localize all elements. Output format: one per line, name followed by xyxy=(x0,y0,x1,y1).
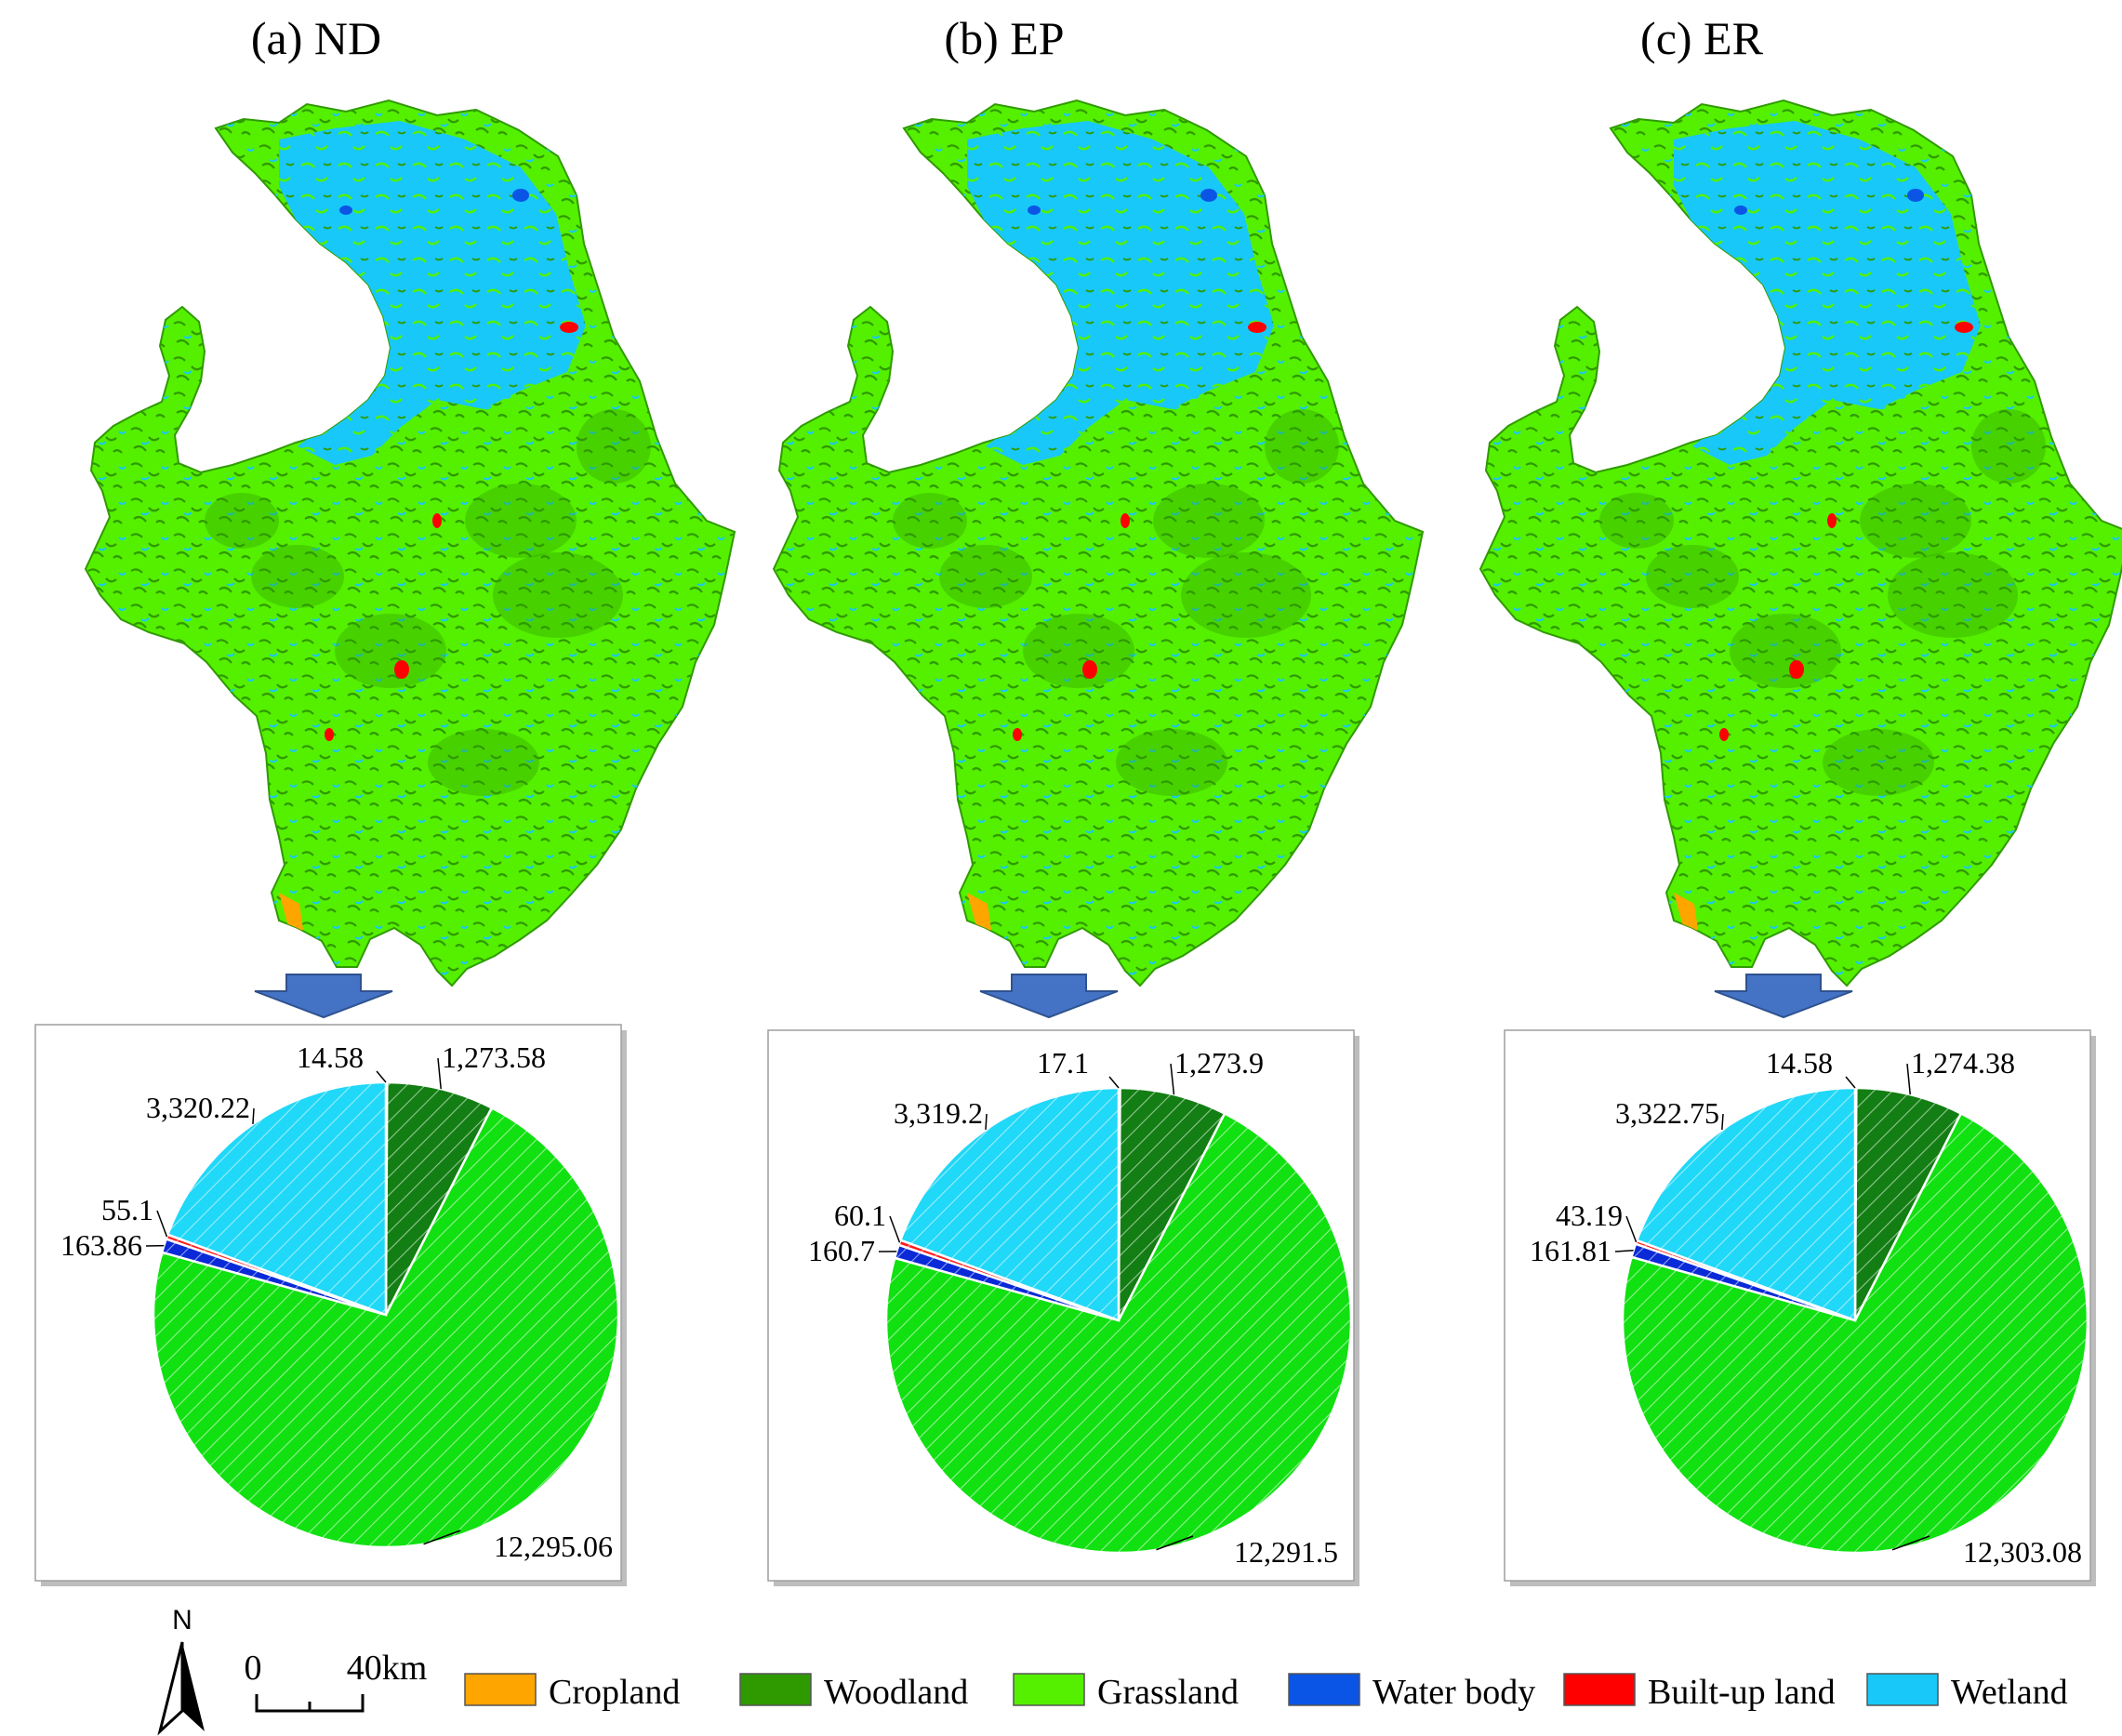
legend-swatch xyxy=(1288,1673,1360,1706)
pie-label-woodland: 1,273.58 xyxy=(442,1040,546,1074)
pie-label-wetland: 3,322.75 xyxy=(1615,1096,1719,1130)
down-arrow-icon xyxy=(1714,974,1853,1019)
legend-swatch xyxy=(1563,1673,1636,1706)
panel-title: (c) ER xyxy=(1640,12,1764,64)
legend-swatch xyxy=(464,1673,537,1706)
scale-max-label: 40km xyxy=(347,1649,428,1688)
pie-label-built-up: 43.19 xyxy=(1556,1199,1623,1232)
pie-label-built-up: 55.1 xyxy=(101,1193,153,1226)
legend-label: Built-up land xyxy=(1648,1673,1836,1712)
pie-label-water-body: 160.7 xyxy=(808,1234,875,1267)
pie-label-cropland: 14.58 xyxy=(297,1040,364,1074)
legend-label: Cropland xyxy=(549,1673,680,1712)
pie-label-cropland: 17.1 xyxy=(1037,1046,1089,1080)
legend-swatch xyxy=(1013,1673,1085,1706)
pie-label-grassland: 12,291.5 xyxy=(1234,1535,1338,1569)
legend-swatch xyxy=(739,1673,812,1706)
pie-label-woodland: 1,274.38 xyxy=(1911,1046,2015,1080)
legend-item: Wetland xyxy=(1866,1673,2068,1712)
land-use-map xyxy=(85,99,736,987)
pie-label-wetland: 3,320.22 xyxy=(146,1091,250,1124)
legend-label: Woodland xyxy=(824,1673,968,1712)
legend-swatch xyxy=(1866,1673,1939,1706)
pie-label-woodland: 1,273.9 xyxy=(1174,1046,1264,1080)
pie-label-water-body: 163.86 xyxy=(60,1228,142,1262)
pie-label-grassland: 12,295.06 xyxy=(494,1530,613,1563)
north-label: N xyxy=(172,1605,192,1636)
panel-title: (b) EP xyxy=(944,12,1064,64)
down-arrow-icon xyxy=(254,974,393,1019)
land-use-map xyxy=(1479,99,2122,987)
down-arrow-icon xyxy=(979,974,1119,1019)
legend-item: Grassland xyxy=(1013,1673,1239,1712)
pie-label-cropland: 14.58 xyxy=(1766,1046,1833,1080)
pie-label-water-body: 161.81 xyxy=(1530,1234,1611,1267)
scale-zero-label: 0 xyxy=(245,1649,262,1688)
pie-label-wetland: 3,319.2 xyxy=(894,1096,983,1130)
pie-label-grassland: 12,303.08 xyxy=(1963,1535,2082,1569)
legend-item: Built-up land xyxy=(1563,1673,1836,1712)
north-arrow-icon xyxy=(182,1642,205,1731)
pie-label-built-up: 60.1 xyxy=(834,1199,886,1232)
legend: N 0 40km Cropland Woodland Grassland Water … xyxy=(157,1605,2068,1736)
scale-bar: 0 40km xyxy=(245,1649,428,1713)
north-arrow: N xyxy=(157,1605,205,1736)
panel-title: (a) ND xyxy=(251,12,381,64)
legend-item: Cropland xyxy=(464,1673,680,1712)
land-use-map xyxy=(773,99,1424,987)
legend-item: Water body xyxy=(1288,1673,1535,1712)
legend-label: Water body xyxy=(1373,1673,1535,1712)
legend-items: Cropland Woodland Grassland Water body Built… xyxy=(464,1673,2068,1712)
legend-label: Grassland xyxy=(1097,1673,1239,1712)
legend-item: Woodland xyxy=(739,1673,968,1712)
legend-label: Wetland xyxy=(1951,1673,2068,1712)
